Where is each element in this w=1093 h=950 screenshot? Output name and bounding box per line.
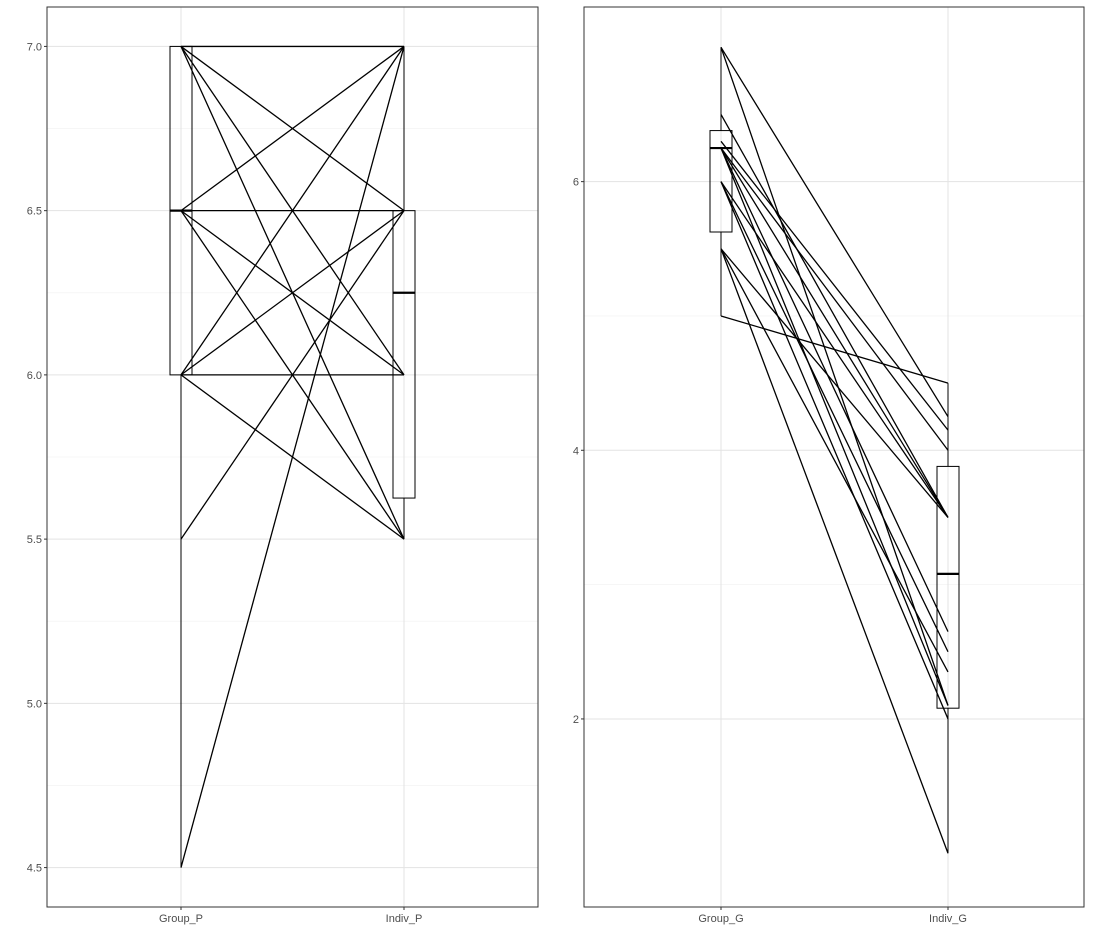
pair-line: [720, 46, 949, 418]
y-tick-label: 4: [573, 445, 579, 457]
pair-line: [720, 315, 949, 384]
left-panel: 4.5 5.0 5.5 6.0 6.5 7.0 Group_P Indiv_P: [27, 6, 539, 925]
panel-border: [583, 6, 1085, 908]
pair-line: [720, 140, 949, 431]
y-tick-label: 7.0: [27, 41, 42, 53]
pair-line: [180, 210, 405, 540]
pair-line: [720, 248, 949, 854]
panel-border: [46, 6, 539, 908]
pair-line: [180, 46, 405, 376]
pair-line: [720, 181, 949, 720]
pair-line: [720, 181, 949, 653]
pair-line: [720, 47, 949, 706]
pair-line: [720, 114, 949, 518]
right-panel: 2 4 6 Group_G Indiv_G: [573, 6, 1085, 925]
pair-line: [180, 45, 405, 212]
pair-line: [720, 248, 949, 673]
pair-line: [720, 147, 949, 706]
x-tick-label: Group_G: [698, 913, 743, 925]
y-tick-label: 6.0: [27, 370, 42, 382]
y-tick-label: 6.5: [27, 206, 42, 218]
box-iqr: [936, 465, 960, 709]
pair-line: [720, 147, 949, 518]
pair-line: [720, 147, 949, 451]
x-tick-label: Indiv_G: [929, 913, 967, 925]
y-tick-label: 6: [573, 177, 579, 189]
box-iqr: [709, 130, 733, 233]
x-tick-label: Indiv_P: [386, 913, 423, 925]
pair-line: [720, 248, 949, 518]
pair-line: [720, 147, 949, 632]
x-tick-label: Group_P: [159, 913, 203, 925]
pair-line: [180, 210, 405, 376]
y-tick-label: 2: [573, 714, 579, 726]
y-tick-label: 5.5: [27, 534, 42, 546]
y-tick-label: 5.0: [27, 698, 42, 710]
y-tick-label: 4.5: [27, 863, 42, 875]
pair-line: [180, 46, 405, 868]
